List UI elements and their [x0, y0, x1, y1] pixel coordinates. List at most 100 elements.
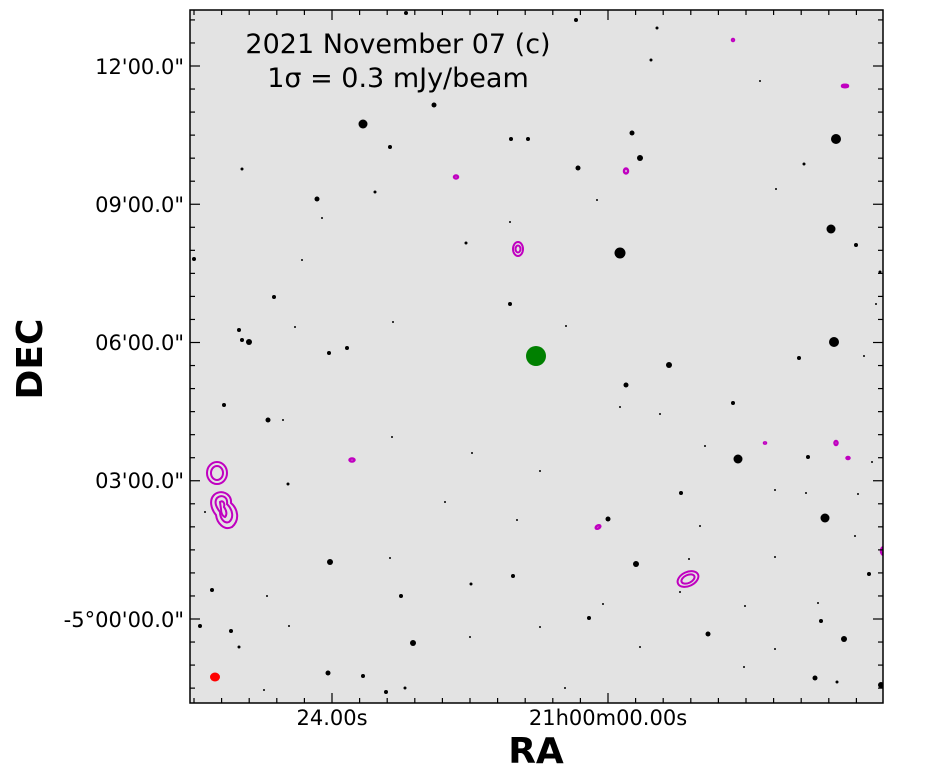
star	[602, 603, 604, 605]
target-position-marker	[526, 346, 546, 366]
star	[731, 401, 735, 405]
star	[272, 295, 276, 299]
star	[282, 419, 284, 421]
star	[587, 616, 591, 620]
plot-frame	[189, 9, 884, 704]
star	[774, 648, 776, 650]
panel-title-rms: 1σ = 0.3 mJy/beam	[267, 63, 529, 94]
star	[835, 680, 839, 684]
star	[321, 217, 323, 219]
star	[629, 130, 635, 136]
star	[841, 636, 847, 642]
x-axis-title: RA	[508, 731, 564, 772]
star	[774, 489, 776, 491]
y-tick-label: 09'00.0"	[95, 193, 184, 217]
star	[854, 535, 856, 537]
contour-source-left-upper	[206, 461, 228, 485]
star	[389, 557, 391, 559]
contour-small-blobs	[348, 37, 883, 557]
star	[649, 58, 653, 62]
star	[361, 674, 365, 678]
star	[373, 190, 377, 194]
star	[314, 196, 320, 202]
star	[878, 270, 882, 274]
star	[564, 687, 566, 689]
contour-source-left-lower	[210, 491, 239, 529]
radio-contours	[206, 37, 883, 588]
star	[266, 595, 268, 597]
star	[619, 406, 621, 408]
star	[399, 594, 403, 598]
star	[509, 137, 513, 141]
star	[699, 525, 701, 527]
x-tick-label: 21h00m00.00s	[529, 706, 687, 730]
star	[802, 162, 806, 166]
star	[222, 403, 226, 407]
star	[812, 675, 818, 681]
star	[210, 588, 214, 592]
star	[679, 491, 683, 495]
star	[204, 511, 206, 513]
star	[871, 461, 873, 463]
star	[240, 167, 244, 171]
star	[240, 338, 244, 342]
y-axis-title: DEC	[10, 319, 51, 400]
star	[704, 445, 706, 447]
star	[688, 558, 690, 560]
contour-source-center	[512, 241, 524, 257]
star	[384, 690, 388, 694]
star	[565, 325, 567, 327]
star	[655, 26, 659, 30]
star	[854, 243, 858, 247]
star	[539, 470, 541, 472]
star	[327, 559, 333, 565]
star	[826, 224, 836, 234]
star	[857, 493, 859, 495]
beam-ellipse-marker	[210, 672, 220, 682]
star	[229, 629, 233, 633]
star	[596, 199, 598, 201]
star	[639, 646, 641, 648]
star	[388, 145, 392, 149]
star	[444, 501, 446, 503]
star	[288, 625, 290, 627]
star	[294, 326, 296, 328]
star	[325, 670, 331, 676]
star	[637, 155, 643, 161]
star	[508, 302, 512, 306]
star	[404, 11, 408, 15]
star	[286, 482, 290, 486]
star	[469, 636, 471, 638]
panel-title-date: 2021 November 07 (c)	[245, 29, 550, 60]
star	[806, 455, 810, 459]
star	[574, 18, 578, 22]
star	[819, 619, 823, 623]
y-tick-label: 03'00.0"	[95, 469, 184, 493]
star	[875, 303, 877, 305]
y-tick-label: 12'00.0"	[95, 55, 184, 79]
star	[469, 582, 473, 586]
star	[605, 516, 611, 522]
star	[392, 321, 394, 323]
star	[623, 382, 629, 388]
star	[575, 165, 581, 171]
star	[516, 519, 518, 521]
star	[403, 686, 407, 690]
star	[831, 134, 841, 144]
star	[358, 119, 368, 129]
x-tick-label: 24.00s	[296, 706, 367, 730]
star	[614, 247, 626, 259]
star	[679, 591, 681, 593]
star	[327, 351, 331, 355]
contour-source-lower-right	[676, 570, 700, 588]
star	[526, 137, 530, 141]
y-tick-label: -5°00'00.0"	[64, 608, 184, 632]
star	[733, 454, 743, 464]
star	[237, 328, 241, 332]
star	[878, 682, 883, 688]
star	[265, 417, 271, 423]
star	[797, 356, 801, 360]
axis-ticks	[190, 10, 883, 703]
star	[744, 605, 746, 607]
star	[775, 188, 777, 190]
